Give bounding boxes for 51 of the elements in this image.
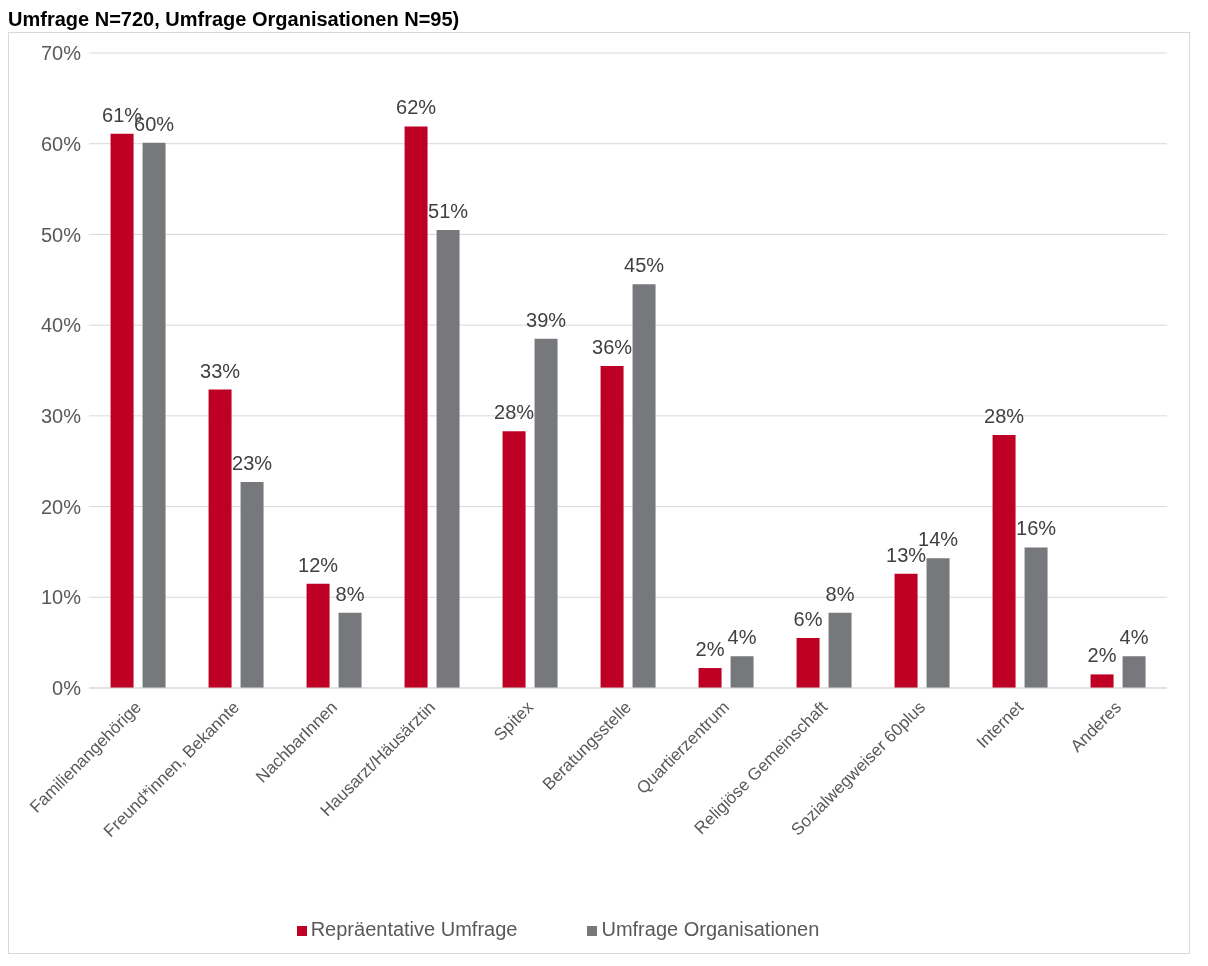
bar	[1122, 656, 1146, 688]
data-label: 39%	[526, 308, 567, 331]
data-label: 23%	[232, 452, 273, 475]
y-tick-label: 0%	[52, 677, 82, 700]
bar	[240, 482, 264, 688]
bar	[110, 133, 134, 688]
bar	[142, 142, 166, 688]
bar	[208, 389, 232, 688]
chart-title: Umfrage N=720, Umfrage Organisationen N=95)	[8, 8, 461, 32]
bar	[1024, 547, 1048, 688]
data-label: 8%	[335, 582, 365, 605]
data-label: 6%	[793, 608, 823, 631]
y-tick-label: 30%	[40, 404, 82, 427]
bar	[600, 365, 624, 688]
bar	[926, 558, 950, 688]
data-label: 12%	[298, 553, 339, 576]
data-label: 4%	[727, 626, 757, 649]
bar	[306, 583, 330, 688]
bar	[502, 431, 526, 688]
bar	[1090, 674, 1114, 688]
y-tick-label: 50%	[40, 223, 82, 246]
legend-label: Umfrage Organisationen	[601, 918, 820, 940]
data-label: 28%	[984, 404, 1025, 427]
bar	[534, 338, 558, 688]
data-label: 51%	[428, 199, 469, 222]
legend-label: Repräentative Umfrage	[310, 918, 518, 940]
bar	[404, 126, 428, 688]
bar	[796, 638, 820, 688]
data-label: 8%	[825, 582, 855, 605]
y-tick-label: 40%	[40, 314, 82, 337]
data-label: 4%	[1119, 626, 1149, 649]
y-tick-label: 60%	[40, 132, 82, 155]
data-label: 62%	[396, 96, 437, 119]
y-tick-label: 70%	[40, 42, 82, 65]
bar	[894, 573, 918, 688]
bar	[338, 612, 362, 688]
data-label: 16%	[1016, 517, 1057, 540]
bar	[698, 668, 722, 688]
bar	[632, 284, 656, 688]
data-label: 45%	[624, 254, 665, 277]
bar	[828, 612, 852, 688]
data-label: 2%	[695, 638, 725, 661]
bar	[436, 229, 460, 688]
data-label: 33%	[200, 359, 241, 382]
bar	[992, 434, 1016, 688]
data-label: 36%	[592, 335, 633, 358]
y-tick-label: 20%	[40, 495, 82, 518]
data-label: 2%	[1087, 644, 1117, 667]
bar	[730, 656, 754, 688]
data-label: 28%	[494, 401, 535, 424]
y-tick-label: 10%	[40, 586, 82, 609]
